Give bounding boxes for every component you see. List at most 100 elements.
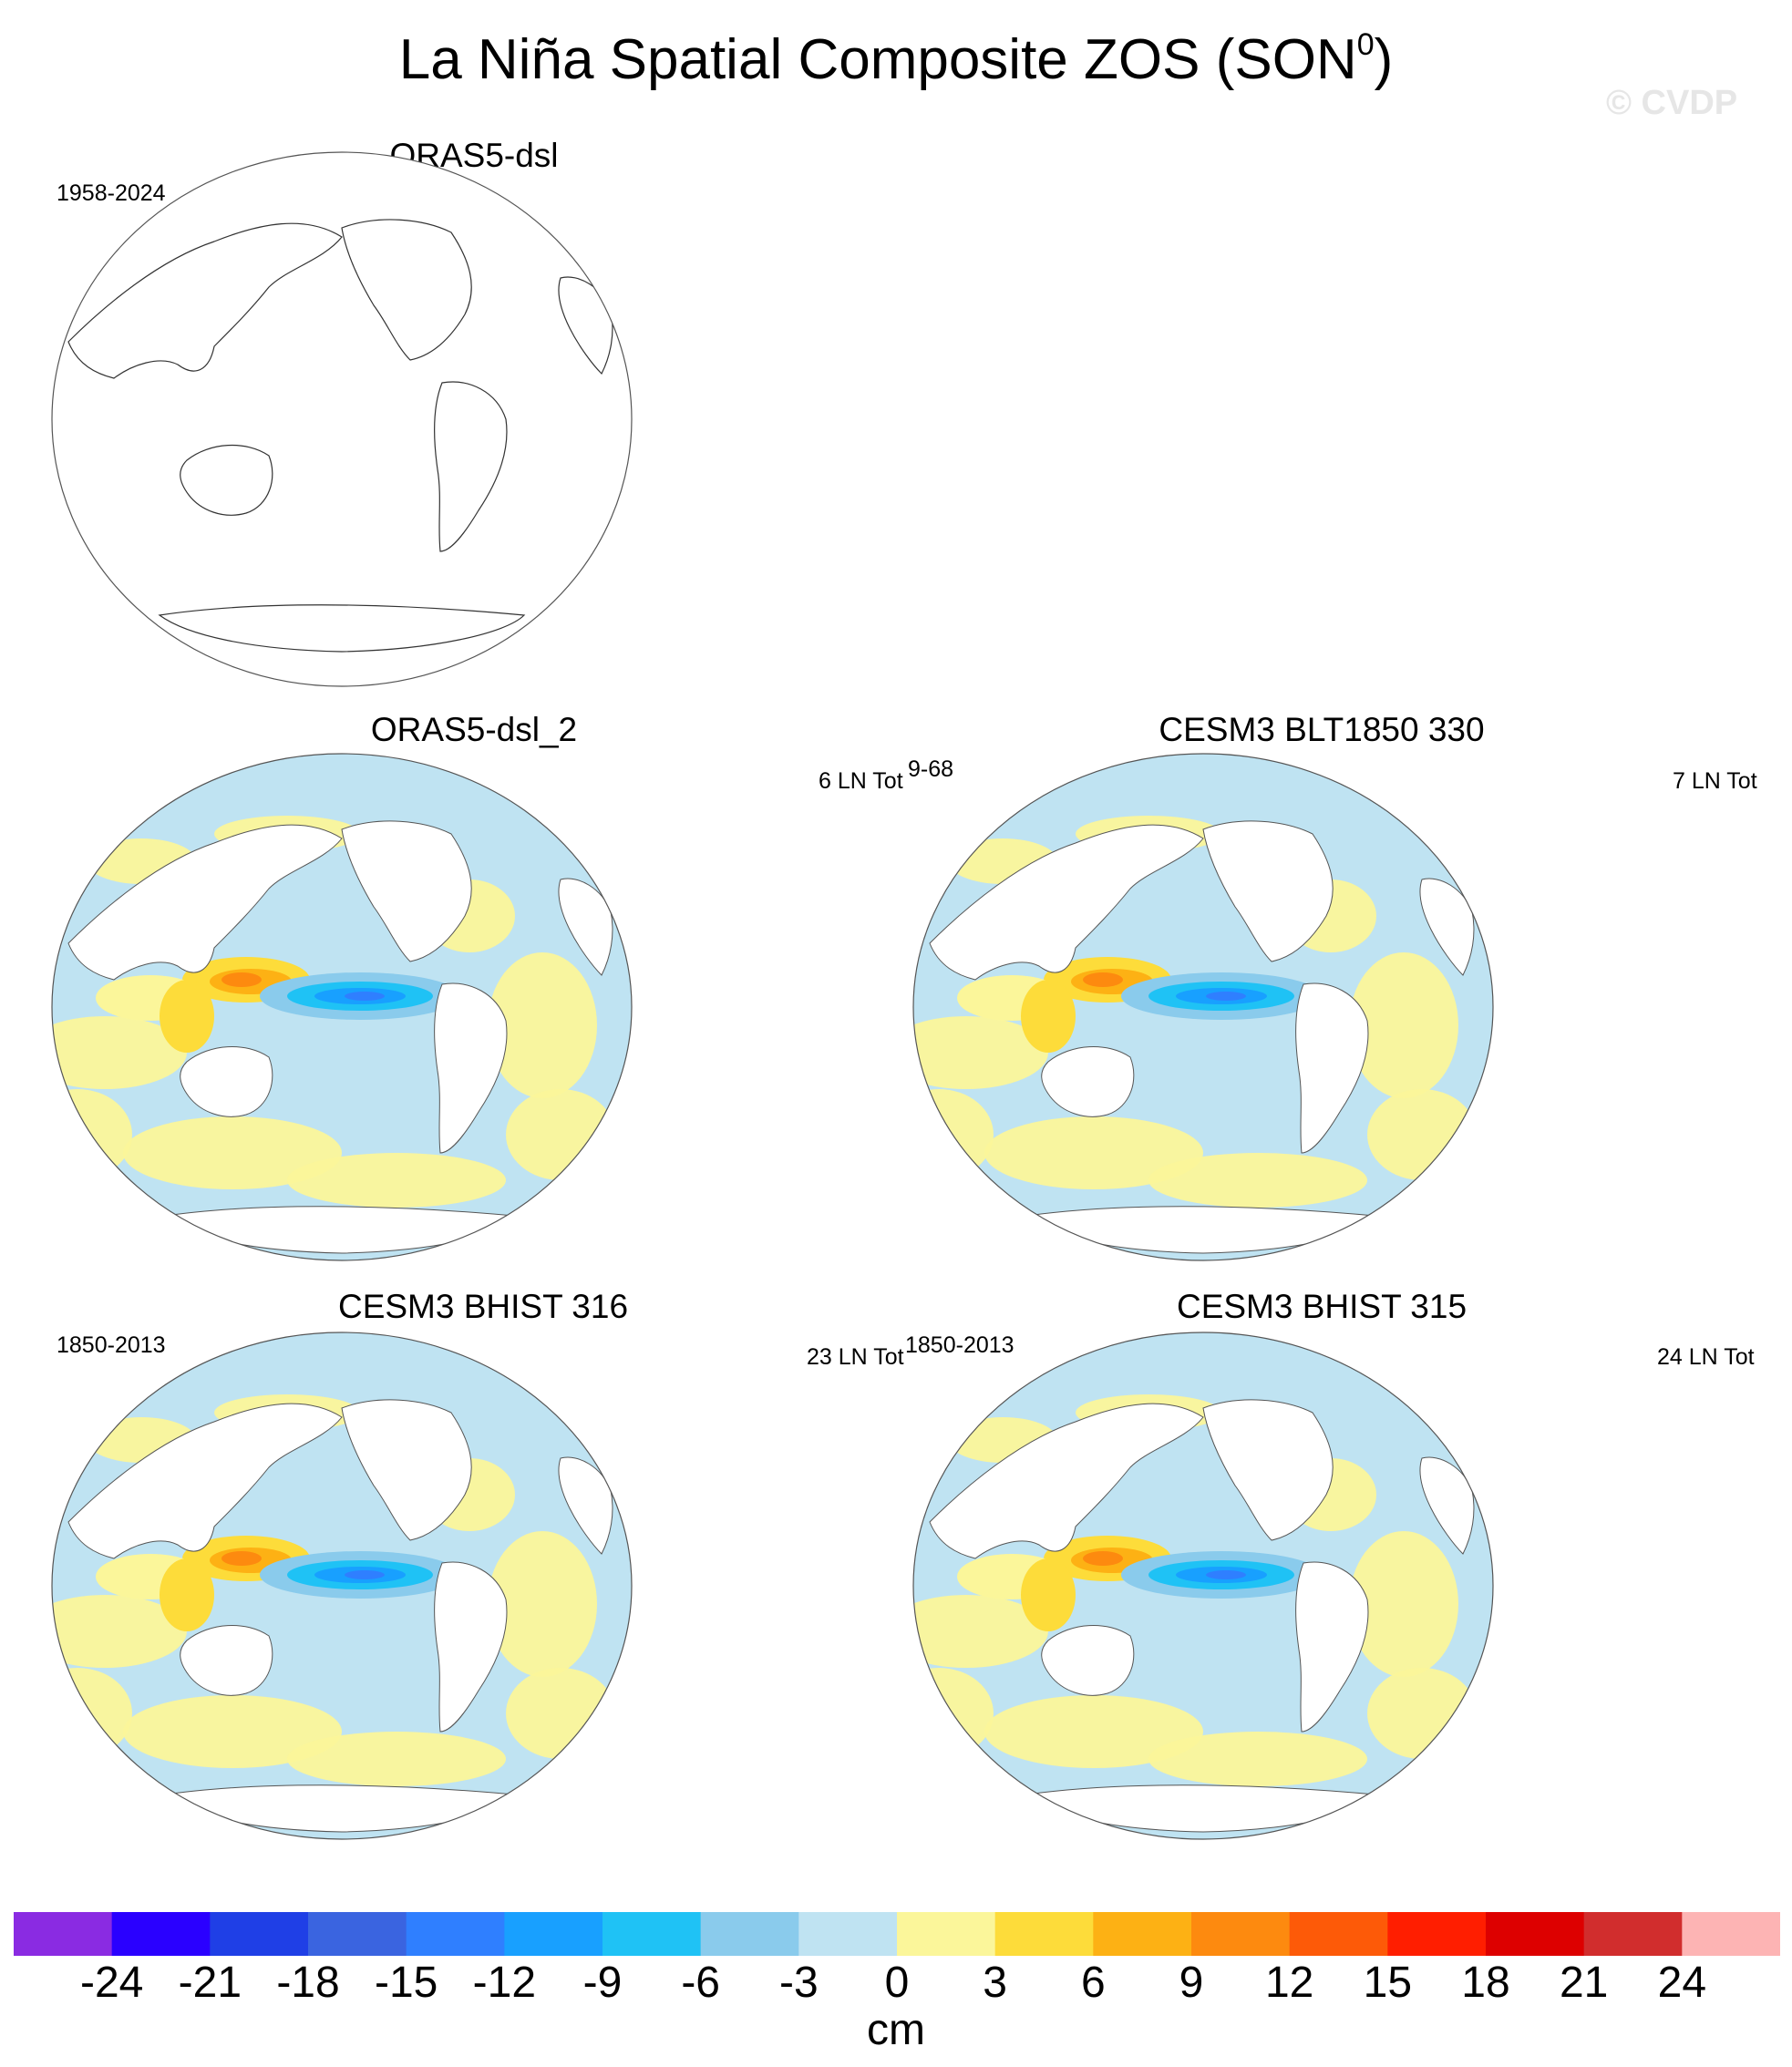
coastline (341, 219, 472, 361)
anomaly-warm-pool-peak (1083, 1551, 1123, 1566)
panel-title: CESM3 BHIST 315 (1176, 1288, 1468, 1325)
colorbar-swatch (1387, 1912, 1487, 1956)
anomaly-maritime (160, 1558, 214, 1631)
land-mass (180, 1046, 273, 1117)
land-mass (1295, 982, 1369, 1154)
land-mass (434, 1561, 508, 1733)
land-mass (1295, 1561, 1369, 1733)
colorbar-tick-label: -12 (472, 1959, 537, 2007)
land-mass (158, 1784, 526, 1833)
colorbar-swatch (1583, 1912, 1683, 1956)
colorbar-tick-label: -24 (79, 1959, 144, 2007)
colorbar-swatch (1289, 1912, 1388, 1956)
coastline (158, 604, 526, 653)
colorbar-swatch (308, 1912, 407, 1956)
colorbar-swatch (406, 1912, 505, 1956)
land-mass (341, 820, 472, 962)
panel-title: CESM3 BLT1850 330 (1159, 711, 1485, 748)
panel-extra-label: 9-68 (908, 756, 954, 782)
map-border (912, 753, 1494, 1261)
map-panel-5 (912, 1332, 1494, 1840)
land-mass (558, 878, 613, 976)
land-mass (1202, 820, 1334, 962)
figure-title: La Niña Spatial Composite ZOS (SON0) (398, 27, 1394, 91)
anomaly-positive (913, 1668, 994, 1759)
map-panel-3 (912, 753, 1494, 1261)
colorbar-tick-label: 0 (884, 1959, 910, 2007)
panel-title: CESM3 BHIST 316 (337, 1288, 629, 1325)
map-border (51, 753, 633, 1261)
colorbar-tick-label: -6 (681, 1959, 720, 2007)
land-mass (1202, 1399, 1334, 1541)
colorbar-swatch (14, 1912, 113, 1956)
anomaly-positive (1349, 1531, 1458, 1677)
panel-count: 7 LN Tot (1673, 768, 1757, 794)
map-panel-1 (51, 151, 633, 687)
colorbar-swatch (700, 1912, 799, 1956)
land-mass (67, 824, 343, 981)
map-border (51, 1332, 633, 1840)
anomaly-positive (52, 1595, 187, 1668)
land-mass (1019, 1784, 1387, 1833)
anomaly-positive (984, 1116, 1203, 1189)
anomaly-positive (984, 1695, 1203, 1768)
panel-years: 1958-2024 (57, 180, 166, 206)
land-mass (1041, 1046, 1135, 1117)
anomaly-positive (52, 1668, 132, 1759)
anomaly-positive (1349, 952, 1458, 1098)
land-mass (158, 1206, 526, 1254)
anomaly-maritime (1021, 1558, 1076, 1631)
map-panel-4 (51, 1332, 633, 1840)
colorbar-tick-label: 6 (1080, 1959, 1106, 2007)
colorbar-swatch (1093, 1912, 1192, 1956)
anomaly-positive (506, 1668, 615, 1759)
colorbar-swatch (111, 1912, 211, 1956)
map-border (912, 1332, 1494, 1840)
colorbar-swatch (504, 1912, 603, 1956)
anomaly-cold-tongue-peak (345, 1570, 385, 1579)
anomaly-positive (52, 1089, 132, 1180)
land-mass (558, 1456, 613, 1555)
colorbar-tick-label: -18 (276, 1959, 340, 2007)
land-mass (1419, 878, 1475, 976)
colorbar-swatch (897, 1912, 996, 1956)
anomaly-positive (506, 1089, 615, 1180)
anomaly-maritime (160, 980, 214, 1053)
coastline (434, 381, 508, 552)
anomaly-cold-tongue-peak (1206, 992, 1246, 1001)
anomaly-positive (287, 1153, 506, 1208)
colorbar-tick-label: 3 (983, 1959, 1007, 2007)
land-mass (1419, 1456, 1475, 1555)
watermark: © CVDP (1606, 84, 1738, 122)
land-mass (1019, 1206, 1387, 1254)
anomaly-positive (1367, 1668, 1477, 1759)
colorbar-tick-label: 15 (1363, 1959, 1413, 2007)
colorbar-unit: cm (867, 2006, 925, 2054)
panel-title: ORAS5-dsl_2 (370, 711, 578, 748)
colorbar-tick-label: 21 (1559, 1959, 1609, 2007)
anomaly-positive (1148, 1732, 1367, 1786)
colorbar-tick-label: 24 (1657, 1959, 1707, 2007)
land-mass (929, 1403, 1204, 1559)
panel-count: 23 LN Tot (807, 1344, 904, 1370)
land-mass (929, 824, 1204, 981)
anomaly-positive (913, 1089, 994, 1180)
panel-count: 24 LN Tot (1657, 1344, 1755, 1370)
colorbar-swatch (1682, 1912, 1780, 1956)
anomaly-positive (488, 1531, 597, 1677)
land-mass (1041, 1625, 1135, 1696)
anomaly-positive (123, 1695, 342, 1768)
colorbar-tick-label: -9 (582, 1959, 623, 2007)
anomaly-positive (52, 1016, 187, 1089)
map-panel-2 (51, 753, 633, 1261)
coastline (180, 444, 273, 516)
colorbar-swatch (210, 1912, 309, 1956)
colorbar-tick-label: 12 (1264, 1959, 1314, 2007)
anomaly-cold-tongue-peak (1206, 1570, 1246, 1579)
anomaly-cold-tongue-peak (345, 992, 385, 1001)
colorbar-tick-label: -3 (778, 1959, 819, 2007)
panel-years: 1850-2013 (57, 1332, 166, 1358)
colorbar-swatch (1486, 1912, 1585, 1956)
map-background (52, 152, 632, 686)
anomaly-warm-pool-peak (221, 1551, 262, 1566)
